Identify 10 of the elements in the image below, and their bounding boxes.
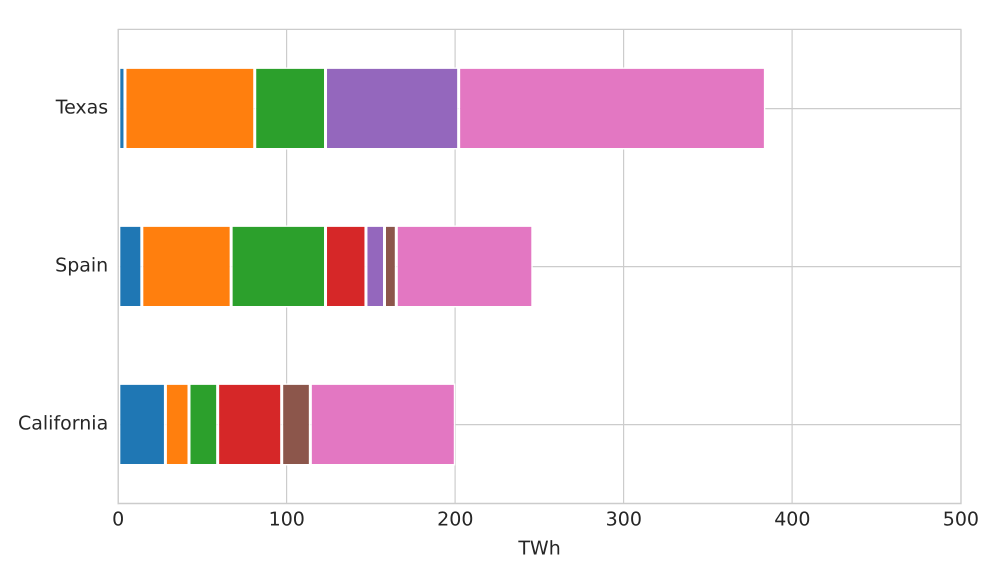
x-tick-label: 500 [942, 508, 979, 531]
x-tick-label: 300 [606, 508, 642, 531]
x-tick-label: 100 [268, 508, 305, 531]
x-axis-title: TWh [517, 538, 561, 560]
y-tick-label: Spain [55, 254, 108, 276]
y-tick-label: Texas [54, 96, 108, 118]
x-tick-label: 0 [112, 508, 124, 531]
x-tick-label: 200 [437, 508, 474, 531]
x-tick-label: 400 [774, 508, 810, 531]
y-tick-label: California [18, 412, 108, 434]
